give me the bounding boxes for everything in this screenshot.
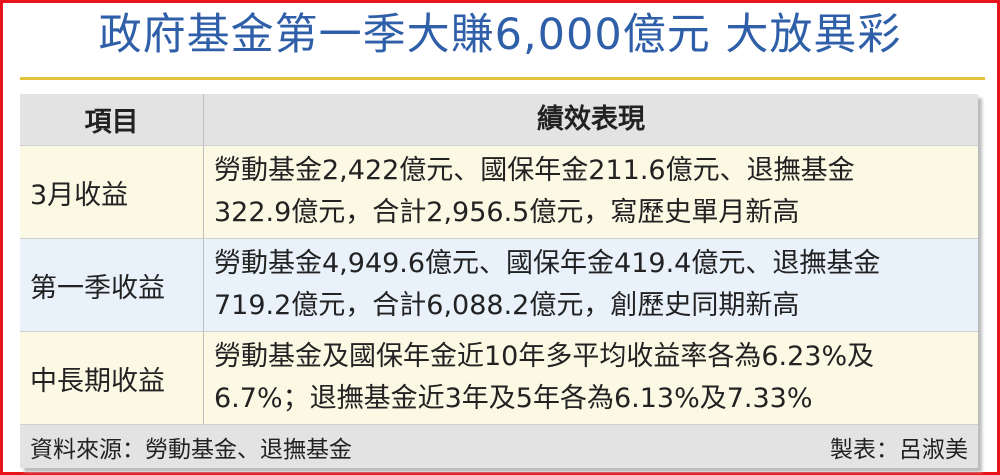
row-item: 中長期收益 [20, 332, 204, 424]
row-item: 3月收益 [20, 146, 204, 238]
performance-table: 項目 績效表現 3月收益 勞動基金2,422億元、國保年金211.6億元、退撫基… [20, 94, 978, 468]
header-item: 項目 [20, 94, 204, 145]
performance-line: 719.2億元，合計6,088.2億元，創歷史同期新高 [214, 290, 800, 321]
source-note: 資料來源：勞動基金、退撫基金 [30, 436, 352, 463]
row-performance: 勞動基金2,422億元、國保年金211.6億元、退撫基金 322.9億元，合計2… [204, 146, 978, 238]
row-item: 第一季收益 [20, 239, 204, 331]
table-row: 中長期收益 勞動基金及國保年金近10年多平均收益率各為6.23%及 6.7%；退… [20, 332, 978, 425]
header-performance: 績效表現 [537, 104, 645, 135]
row-performance: 勞動基金4,949.6億元、國保年金419.4億元、退撫基金 719.2億元，合… [204, 239, 978, 331]
author-credit: 製表：呂淑美 [830, 436, 968, 463]
table-footer: 資料來源：勞動基金、退撫基金 製表：呂淑美 [20, 425, 978, 468]
row-performance: 勞動基金及國保年金近10年多平均收益率各為6.23%及 6.7%；退撫基金近3年… [204, 332, 978, 424]
table-row: 3月收益 勞動基金2,422億元、國保年金211.6億元、退撫基金 322.9億… [20, 146, 978, 239]
performance-line: 勞動基金及國保年金近10年多平均收益率各為6.23%及 [214, 341, 875, 372]
title-divider [20, 77, 985, 80]
performance-line: 6.7%；退撫基金近3年及5年各為6.13%及7.33% [214, 383, 813, 414]
performance-line: 322.9億元，合計2,956.5億元，寫歷史單月新高 [214, 197, 800, 228]
performance-line: 勞動基金2,422億元、國保年金211.6億元、退撫基金 [214, 155, 855, 186]
table-row: 第一季收益 勞動基金4,949.6億元、國保年金419.4億元、退撫基金 719… [20, 239, 978, 332]
page-title: 政府基金第一季大賺6,000億元 大放異彩 [98, 10, 902, 60]
performance-line: 勞動基金4,949.6億元、國保年金419.4億元、退撫基金 [214, 248, 881, 279]
table-header: 項目 績效表現 [20, 94, 978, 146]
